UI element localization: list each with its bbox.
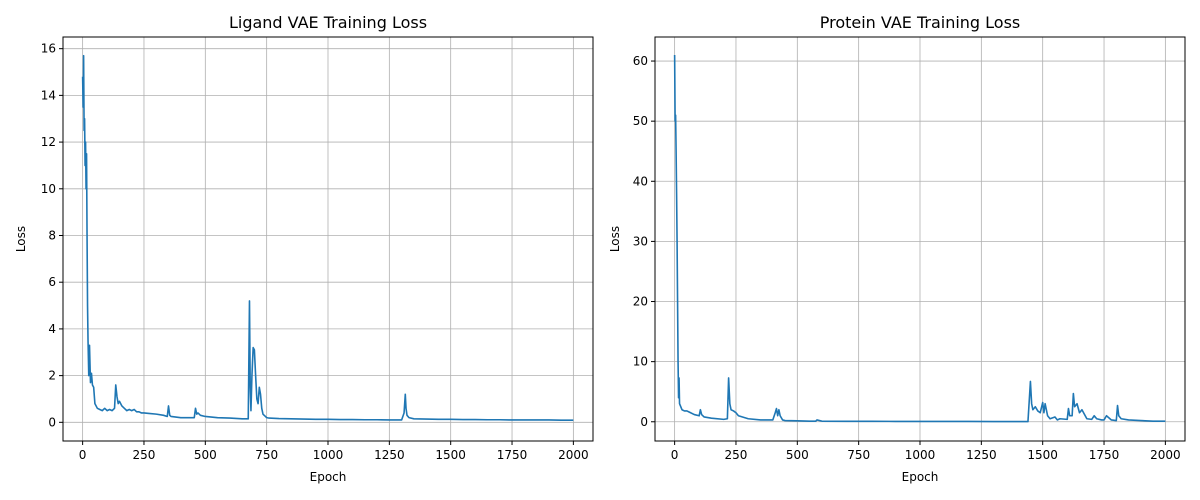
y-tick-label: 10 — [633, 355, 648, 369]
x-axis-label: Epoch — [902, 470, 939, 484]
y-tick-label: 14 — [41, 88, 56, 102]
x-tick-label: 1500 — [435, 448, 466, 462]
chart-title: Protein VAE Training Loss — [820, 13, 1021, 32]
chart-title: Ligand VAE Training Loss — [229, 13, 427, 32]
y-tick-label: 4 — [48, 322, 56, 336]
x-tick-label: 1750 — [1089, 448, 1120, 462]
x-tick-label: 750 — [255, 448, 278, 462]
x-tick-label: 0 — [79, 448, 87, 462]
x-tick-label: 250 — [133, 448, 156, 462]
x-tick-label: 1750 — [497, 448, 528, 462]
y-tick-label: 8 — [48, 228, 56, 242]
y-tick-label: 16 — [41, 42, 56, 56]
x-tick-label: 1250 — [966, 448, 997, 462]
x-tick-label: 1000 — [905, 448, 936, 462]
loss-series-line — [81, 54, 574, 422]
y-tick-label: 40 — [633, 174, 648, 188]
x-tick-label: 1250 — [374, 448, 405, 462]
y-tick-label: 12 — [41, 135, 56, 149]
y-tick-label: 10 — [41, 182, 56, 196]
x-tick-label: 500 — [786, 448, 809, 462]
x-axis-label: Epoch — [310, 470, 347, 484]
x-tick-label: 500 — [194, 448, 217, 462]
y-tick-label: 20 — [633, 295, 648, 309]
y-tick-label: 0 — [640, 415, 648, 429]
y-axis-label: Loss — [14, 226, 28, 252]
protein-loss-chart: 0 250 500 750 1000 1250 1500 1750 2000 0 10 20 30 40 5… — [608, 13, 1186, 484]
x-tick-label: 1000 — [313, 448, 344, 462]
x-tick-label: 2000 — [1150, 448, 1181, 462]
y-tick-label: 60 — [633, 54, 648, 68]
y-tick-label: 50 — [633, 114, 648, 128]
y-tick-label: 0 — [48, 415, 56, 429]
x-tick-label: 1500 — [1027, 448, 1058, 462]
loss-series-line — [673, 55, 1166, 423]
x-tick-label: 750 — [847, 448, 870, 462]
y-axis-label: Loss — [608, 226, 622, 252]
y-tick-label: 30 — [633, 234, 648, 248]
x-tick-label: 250 — [725, 448, 748, 462]
ligand-loss-chart: 0 250 500 750 1000 1250 1500 1750 2000 0 2 4 6 8 10 12 1… — [14, 13, 594, 484]
y-tick-label: 2 — [48, 369, 56, 383]
y-tick-label: 6 — [48, 275, 56, 289]
x-tick-label: 0 — [671, 448, 679, 462]
x-tick-label: 2000 — [558, 448, 589, 462]
